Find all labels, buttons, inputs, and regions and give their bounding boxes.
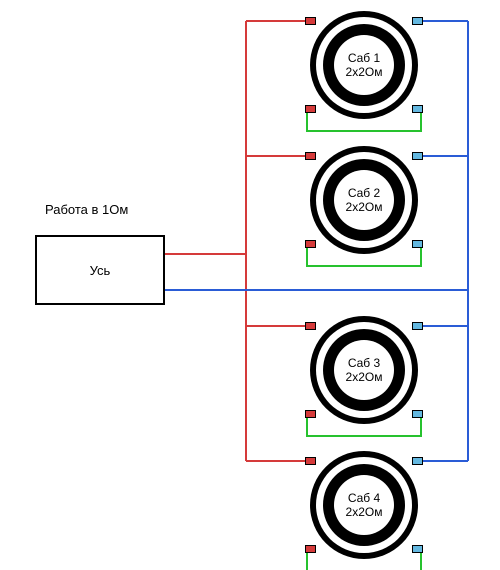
speaker-spec: 2х2Ом <box>310 65 418 79</box>
wiring-diagram: { "type": "wiring-diagram", "background_… <box>0 0 500 570</box>
speaker-sab1: Саб 12х2Ом <box>310 11 418 119</box>
speaker-sab3: Саб 32х2Ом <box>310 316 418 424</box>
speaker-label: Саб 1 <box>310 51 418 65</box>
term-neg-top <box>412 152 423 160</box>
term-neg-bot <box>412 410 423 418</box>
term-neg-bot <box>412 105 423 113</box>
term-neg-bot <box>412 545 423 553</box>
speaker-sab2: Саб 22х2Ом <box>310 146 418 254</box>
term-neg-top <box>412 322 423 330</box>
term-pos-bot <box>305 240 316 248</box>
term-neg-top <box>412 457 423 465</box>
term-pos-top <box>305 457 316 465</box>
speaker-label: Саб 2 <box>310 186 418 200</box>
speaker-spec: 2х2Ом <box>310 505 418 519</box>
speaker-label: Саб 3 <box>310 356 418 370</box>
term-pos-top <box>305 17 316 25</box>
speaker-spec: 2х2Ом <box>310 370 418 384</box>
term-pos-top <box>305 322 316 330</box>
speaker-spec: 2х2Ом <box>310 200 418 214</box>
term-pos-bot <box>305 105 316 113</box>
term-neg-top <box>412 17 423 25</box>
amp-label: Усь <box>90 263 111 278</box>
term-pos-bot <box>305 545 316 553</box>
speaker-sab4: Саб 42х2Ом <box>310 451 418 559</box>
amp-note: Работа в 1Ом <box>45 202 128 217</box>
amplifier: Усь <box>35 235 165 305</box>
speaker-label: Саб 4 <box>310 491 418 505</box>
term-pos-top <box>305 152 316 160</box>
term-neg-bot <box>412 240 423 248</box>
term-pos-bot <box>305 410 316 418</box>
